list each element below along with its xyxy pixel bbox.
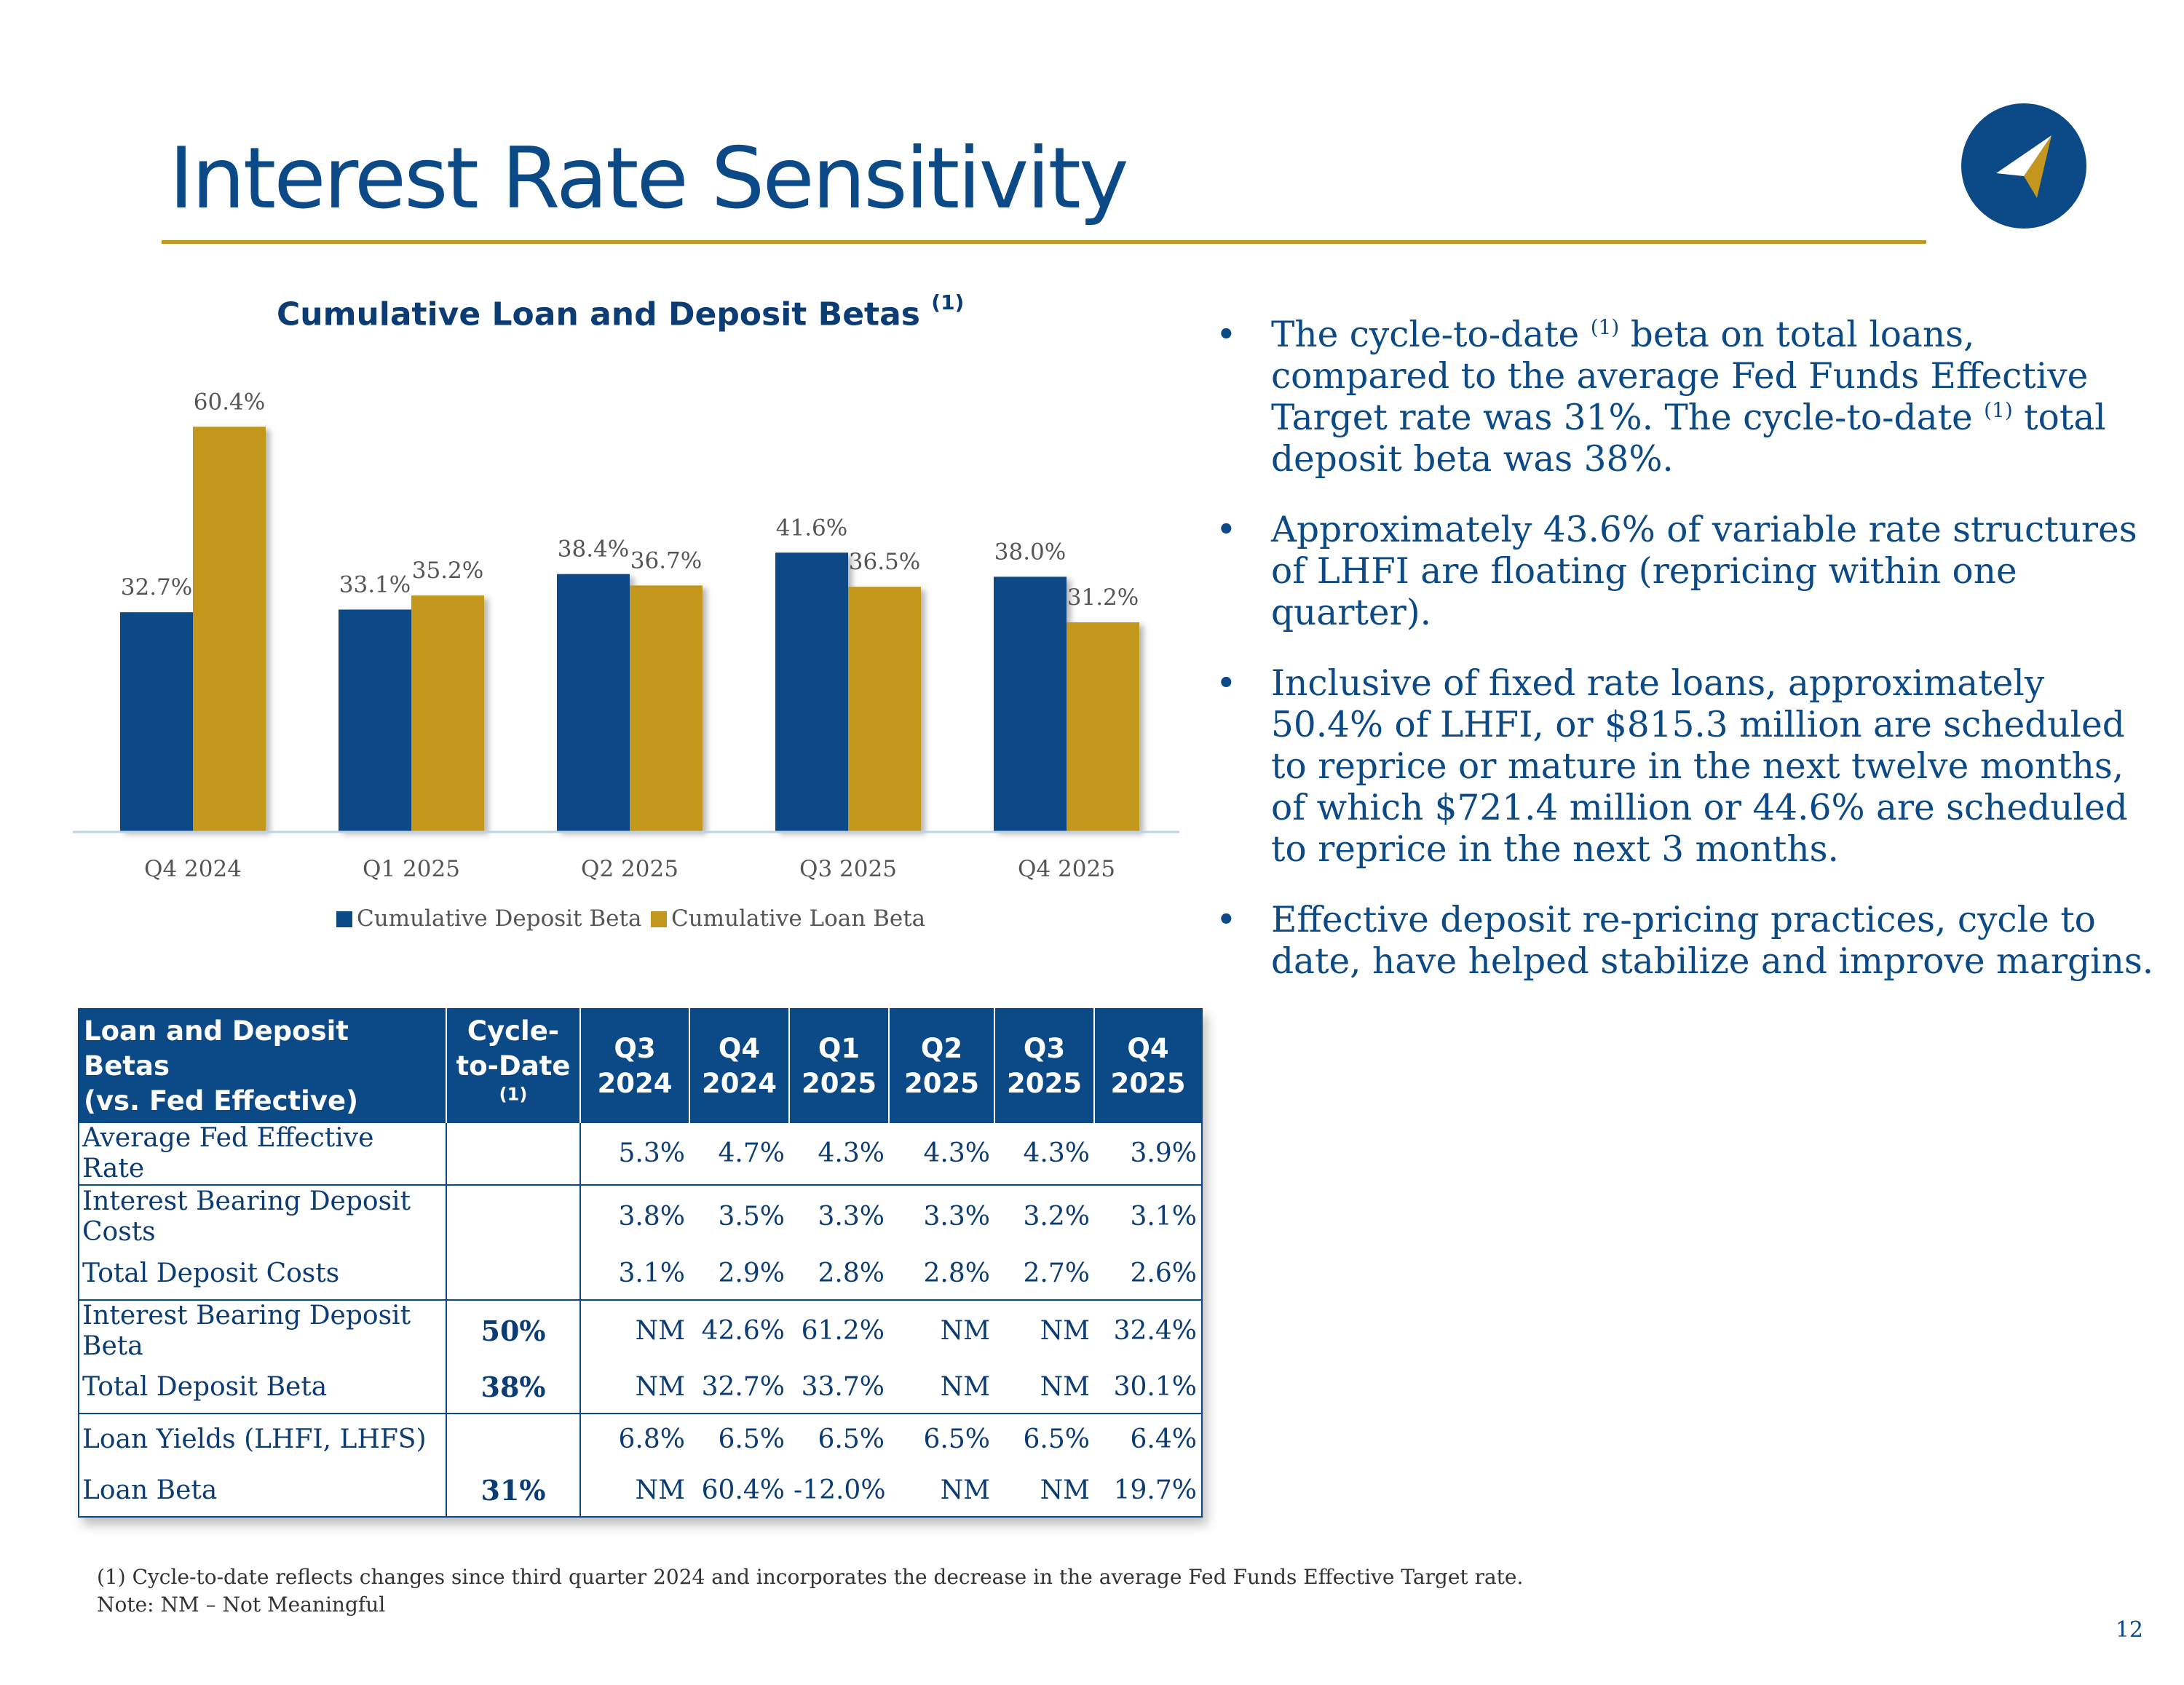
data-label: 36.7% <box>630 547 702 574</box>
x-tick-label: Q4 2025 <box>1018 856 1115 882</box>
table-header-quarter: Q1 2025 <box>788 1009 889 1123</box>
table-header-quarter: Q4 2025 <box>1093 1009 1202 1123</box>
table-row: Total Deposit Beta 38% NM 32.7% 33.7% NM NM 30… <box>79 1362 1202 1414</box>
table-row: Average Fed Effective Rate 5.3% 4.7% 4.3% 4… <box>82 1123 1197 1185</box>
data-label: 31.2% <box>1067 584 1139 611</box>
bullet-item: • Effective deposit re-pricing practices… <box>1216 900 2154 982</box>
data-label: 32.7% <box>121 574 192 600</box>
table-header-quarter: Q4 2024 <box>689 1009 789 1123</box>
table-header-cycle-to-date: Cycle-to-Date (1) <box>446 1009 580 1123</box>
bullet-marker: • <box>1216 510 1237 550</box>
table-header-quarter: Q2 2025 <box>888 1009 994 1123</box>
table-row: Loan Beta 31% NM 60.4% -12.0% NM NM 19.7% <box>79 1465 1202 1517</box>
bar-deposit <box>775 552 848 831</box>
page-number: 12 <box>2115 1617 2143 1643</box>
data-label: 33.1% <box>339 571 411 598</box>
title-divider <box>162 240 1926 244</box>
bar-loan <box>848 587 921 831</box>
bar-deposit <box>120 612 193 831</box>
table-header-quarter: Q3 2025 <box>994 1009 1094 1123</box>
bar-deposit <box>557 574 630 831</box>
table-row: Loan Yields (LHFI, LHFS) 6.8% 6.5% 6.5% 6.5… <box>79 1413 1202 1465</box>
table-row: Total Deposit Costs 3.1% 2.9% 2.8% 2.8% 2.7%… <box>79 1248 1202 1300</box>
bullet-marker: • <box>1216 900 1237 940</box>
legend-label: Cumulative Deposit Beta <box>357 905 641 932</box>
x-tick-label: Q3 2025 <box>799 856 897 882</box>
company-logo-icon <box>1961 103 2086 229</box>
table-header-quarter: Q3 2024 <box>579 1009 689 1123</box>
table-header-row: Loan and Deposit Betas (vs. Fed Effective… <box>79 1009 1202 1123</box>
bullet-item: • Approximately 43.6% of variable rate s… <box>1216 510 2137 633</box>
bullet-marker: • <box>1216 663 1237 704</box>
chart-title: Cumulative Loan and Deposit Betas (1) <box>277 290 965 333</box>
page-title: Interest Rate Sensitivity <box>169 130 1129 228</box>
table-row: Interest Bearing Deposit Costs 3.8% 3.5% 3… <box>79 1184 1202 1248</box>
data-label: 60.4% <box>194 389 265 415</box>
bar-loan <box>630 585 703 831</box>
legend-swatch <box>336 911 352 927</box>
data-label: 38.4% <box>558 536 629 563</box>
bar-deposit <box>339 609 411 831</box>
footnote: (1) Cycle-to-date reflects changes since… <box>97 1565 1524 1617</box>
data-label: 38.0% <box>994 539 1066 565</box>
data-label: 36.5% <box>849 549 920 575</box>
bullet-list: • The cycle-to-date (1) beta on total lo… <box>1216 314 2162 1012</box>
data-label: 41.6% <box>776 515 847 541</box>
data-label: 35.2% <box>412 558 483 584</box>
beta-table: Loan and Deposit Betas (vs. Fed Effective… <box>78 1008 1203 1518</box>
x-tick-label: Q2 2025 <box>581 856 678 882</box>
x-tick-label: Q4 2024 <box>144 856 242 882</box>
bar-loan <box>411 595 484 831</box>
bar-loan <box>193 427 266 831</box>
legend-label: Cumulative Loan Beta <box>671 905 925 932</box>
bar-loan <box>1067 622 1139 831</box>
bullet-item: • Inclusive of fixed rate loans, approxi… <box>1216 663 2128 870</box>
bar-deposit <box>994 576 1067 831</box>
bullet-item: • The cycle-to-date (1) beta on total lo… <box>1216 314 2106 480</box>
legend-swatch <box>651 911 667 927</box>
bullet-marker: • <box>1216 314 1237 355</box>
table-header-label: Loan and Deposit Betas (vs. Fed Effective… <box>79 1009 446 1123</box>
table-row: Interest Bearing Deposit Beta 50% NM 42.6%… <box>79 1299 1202 1362</box>
x-tick-label: Q1 2025 <box>363 856 460 882</box>
